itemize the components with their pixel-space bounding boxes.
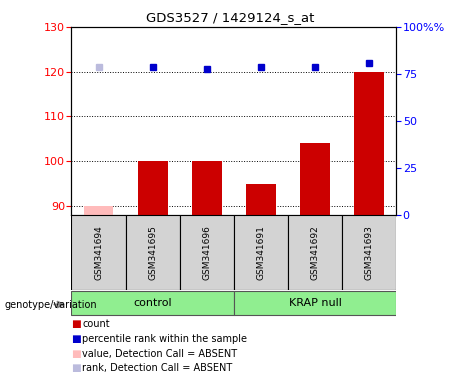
Bar (234, 215, 288, 290)
Text: GSM341693: GSM341693 (365, 225, 374, 280)
Text: GSM341696: GSM341696 (202, 225, 212, 280)
Text: ■: ■ (71, 349, 81, 359)
Bar (83, 206, 113, 215)
Bar (71, 215, 125, 290)
Bar (342, 215, 396, 290)
Text: ■: ■ (71, 363, 81, 373)
Bar (138, 161, 168, 215)
Text: GDS3527 / 1429124_s_at: GDS3527 / 1429124_s_at (146, 12, 315, 25)
Text: rank, Detection Call = ABSENT: rank, Detection Call = ABSENT (82, 363, 232, 373)
Text: KRAP null: KRAP null (289, 298, 342, 308)
Text: control: control (133, 298, 172, 308)
Text: genotype/variation: genotype/variation (5, 300, 97, 310)
Bar (234, 291, 396, 316)
Bar (355, 72, 384, 215)
Text: GSM341695: GSM341695 (148, 225, 157, 280)
Text: GSM341694: GSM341694 (94, 225, 103, 280)
Bar (180, 215, 234, 290)
Bar (125, 215, 180, 290)
Text: count: count (82, 319, 110, 329)
Bar (71, 291, 234, 316)
Bar (246, 184, 276, 215)
Text: ■: ■ (71, 319, 81, 329)
Bar (192, 161, 222, 215)
Text: GSM341691: GSM341691 (256, 225, 266, 280)
Text: percentile rank within the sample: percentile rank within the sample (82, 334, 247, 344)
Text: GSM341692: GSM341692 (311, 225, 320, 280)
Bar (300, 143, 330, 215)
Bar (288, 215, 342, 290)
Text: value, Detection Call = ABSENT: value, Detection Call = ABSENT (82, 349, 237, 359)
Text: ■: ■ (71, 334, 81, 344)
